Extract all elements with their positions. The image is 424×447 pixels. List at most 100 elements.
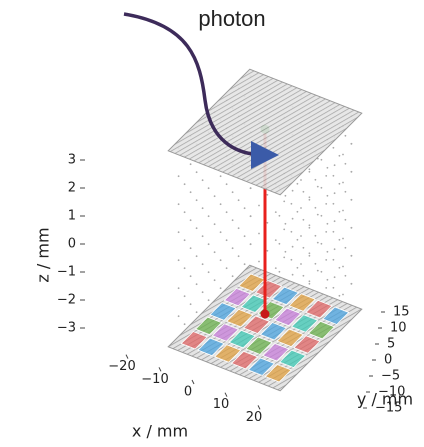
- sensor-tile: [247, 357, 276, 376]
- wall-dot: [219, 259, 222, 262]
- wall-dot: [201, 235, 204, 238]
- sensor-tile: [228, 329, 256, 349]
- wall-dot: [296, 238, 299, 241]
- wall-dot: [266, 221, 269, 224]
- wall-dot: [189, 163, 192, 166]
- sensor-tile: [226, 308, 254, 328]
- sensor-tile: [293, 335, 321, 354]
- wall-dot: [274, 239, 277, 242]
- wall-dot: [189, 275, 192, 278]
- wall-dot: [326, 222, 329, 225]
- wall-dot: [332, 146, 335, 149]
- wall-dot: [231, 275, 234, 278]
- wall-dot: [338, 294, 341, 297]
- wall-dot: [326, 278, 329, 281]
- z-tick-label: 2: [68, 181, 76, 196]
- wall-dot: [258, 232, 260, 235]
- wall-dot: [300, 179, 302, 181]
- wall-dot: [302, 246, 305, 249]
- wall-dot: [320, 186, 323, 189]
- wall-dot: [326, 166, 329, 169]
- sensor-tile: [278, 349, 307, 369]
- wall-dot: [219, 175, 222, 178]
- wall-dot: [333, 276, 336, 279]
- wall-dot: [350, 226, 353, 229]
- wall-dot: [290, 230, 293, 233]
- wall-dot: [316, 269, 319, 272]
- sensor-tile: [223, 287, 252, 307]
- sensor-tile: [264, 364, 292, 383]
- wall-dot: [344, 162, 347, 165]
- wall-dot: [350, 170, 353, 173]
- wall-dot: [258, 260, 260, 263]
- y-tick-label: −15: [375, 401, 402, 416]
- wall-dot: [332, 258, 335, 261]
- wall-dot: [338, 182, 341, 185]
- wall-dot: [213, 251, 216, 254]
- sensor-tile: [230, 350, 259, 370]
- scene: [80, 68, 385, 410]
- wall-dot: [344, 246, 347, 249]
- wall-dot: [274, 211, 277, 214]
- wall-dot: [283, 256, 286, 259]
- wall-dot: [316, 241, 319, 244]
- wall-dot: [219, 203, 222, 206]
- wall-dot: [342, 237, 344, 240]
- wall-dot: [283, 200, 286, 203]
- wall-dot: [333, 248, 336, 251]
- wall-dot: [325, 203, 328, 205]
- wall-dot: [325, 175, 328, 177]
- wall-dot: [213, 223, 216, 226]
- wall-dot: [189, 303, 192, 306]
- wall-dot: [284, 194, 287, 197]
- wall-dot: [237, 227, 240, 230]
- wall-dot: [195, 255, 198, 258]
- wall-dot: [342, 153, 344, 156]
- wall-dot: [225, 239, 228, 242]
- wall-dot: [177, 259, 180, 262]
- sensor-tile: [197, 337, 225, 357]
- wall-dot: [332, 202, 335, 205]
- wall-dot: [350, 254, 353, 257]
- wall-dot: [201, 263, 204, 266]
- wall-dot: [332, 230, 335, 233]
- sensor-tile: [242, 315, 271, 334]
- wall-dot: [201, 179, 204, 182]
- wall-dot: [225, 267, 228, 270]
- sensor-tile: [259, 322, 288, 341]
- wall-dot: [195, 311, 198, 314]
- wall-dot: [283, 228, 286, 231]
- wall-dot: [296, 210, 299, 213]
- y-tick-label: 15: [393, 305, 410, 320]
- y-tick-label: 0: [384, 353, 392, 368]
- wall-dot: [225, 183, 228, 186]
- sensor-tile: [307, 320, 336, 340]
- wall-dot: [308, 198, 311, 201]
- wall-dot: [338, 154, 341, 157]
- bottom-plate: [167, 264, 363, 392]
- wall-dot: [314, 234, 317, 237]
- z-tick-label: −2: [57, 293, 76, 308]
- sensor-tile: [305, 299, 333, 319]
- wall-dot: [207, 215, 210, 218]
- sensor-tile: [194, 316, 223, 336]
- wall-dot: [290, 202, 293, 205]
- wall-dot: [177, 175, 180, 178]
- wall-dot: [291, 245, 294, 248]
- annotation: photon: [198, 6, 265, 31]
- wall-dot: [296, 182, 299, 185]
- annotation-arrow: [123, 12, 279, 169]
- wall-dot: [213, 195, 216, 198]
- z-axis-label: z / mm: [34, 227, 53, 282]
- z-tick-label: 0: [68, 237, 76, 252]
- x-tick-label: −10: [141, 372, 168, 387]
- y-tick-label: 10: [390, 321, 407, 336]
- wall-dot: [207, 271, 210, 274]
- x-tick: [125, 354, 129, 359]
- wall-dot: [249, 243, 252, 246]
- wall-dot: [266, 249, 269, 252]
- wall-dot: [320, 158, 323, 161]
- wall-dot: [300, 235, 302, 237]
- x-axis-label: x / mm: [132, 422, 188, 441]
- wall-dot: [195, 283, 198, 286]
